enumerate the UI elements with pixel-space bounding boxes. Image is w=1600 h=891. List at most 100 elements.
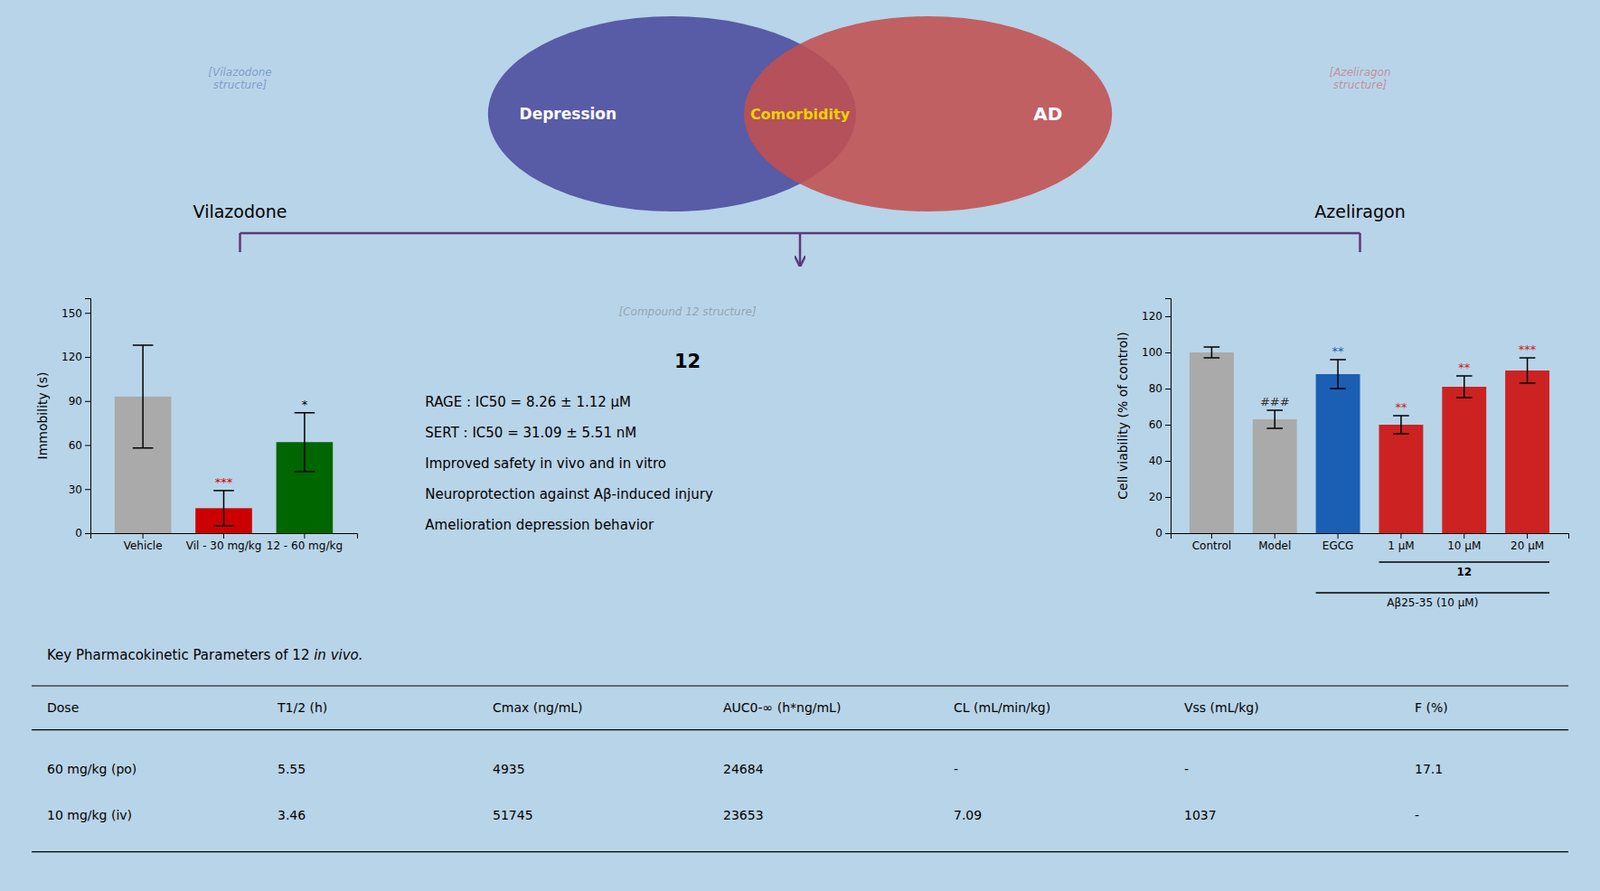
background [0, 0, 1600, 891]
venn-set [743, 16, 1112, 212]
tick: Vil - 30 mg/kg [186, 533, 263, 553]
tick-label: 60 [68, 439, 83, 452]
axis-line [91, 534, 358, 540]
tick-label: Model [1258, 539, 1291, 553]
table-title-part: in vivo. [313, 647, 363, 664]
error-cap [1329, 358, 1346, 361]
error-bar [1392, 415, 1410, 434]
error-cap [1329, 387, 1346, 390]
venn-section: DepressionADComorbidity[Vilazodonestruct… [193, 16, 1406, 266]
table-rule [31, 685, 1569, 687]
group-label: 12 [1456, 565, 1472, 579]
figure: DepressionADComorbidity[Vilazodonestruct… [0, 0, 1600, 891]
error-bar [294, 413, 316, 472]
group-bracket [1316, 592, 1550, 594]
error-cap [1519, 382, 1536, 385]
tick-label: EGCG [1322, 539, 1355, 553]
tick-label: 150 [61, 307, 83, 320]
drug-label: Vilazodone [193, 201, 288, 222]
error-bar [1519, 357, 1536, 384]
table: Key Pharmacokinetic Parameters of 12 in … [31, 647, 1569, 853]
table-header: F (%) [1414, 700, 1449, 716]
tick: EGCG [1322, 533, 1355, 553]
tick-label: 40 [1148, 454, 1163, 468]
tick-label: 1 μM [1387, 539, 1414, 553]
bracket-arrow [799, 233, 802, 266]
tick: 150 [61, 307, 91, 320]
tick: 120 [61, 350, 91, 364]
significance-label: ** [1458, 360, 1471, 375]
tick-label: 10 μM [1447, 539, 1481, 553]
tick-mark [303, 533, 305, 539]
bar-chart: 0306090120150VehicleVil - 30 mg/kg12 - 6… [35, 299, 358, 553]
tick: 0 [75, 527, 91, 540]
tick-label: 30 [68, 483, 83, 497]
tick-label: 120 [61, 350, 83, 364]
group-bracket [1378, 561, 1550, 564]
error-bar [1329, 359, 1346, 389]
tick-mark [84, 312, 91, 314]
placeholder-line: [Vilazodone [207, 65, 273, 79]
error-cap [294, 470, 316, 473]
plot-marks [114, 345, 333, 534]
bar [1441, 386, 1487, 534]
error-cap [1456, 375, 1473, 377]
tick: Control [1192, 533, 1232, 553]
tick-mark [223, 533, 225, 539]
tick-label: 0 [75, 527, 83, 540]
bracket [238, 233, 242, 253]
tick: 60 [68, 439, 91, 452]
axis-line [1171, 534, 1570, 540]
tick-label: Vehicle [123, 539, 163, 553]
error-line [223, 490, 226, 527]
compound-line: Neuroprotection against Aβ-induced injur… [424, 486, 714, 503]
compound-line: SERT : IC50 = 31.09 ± 5.51 nM [424, 424, 637, 442]
table-cell: 10 mg/kg (iv) [47, 808, 132, 823]
tick: 1 μM [1387, 533, 1414, 553]
placeholder-line: structure] [1333, 78, 1388, 92]
tick-mark [1165, 388, 1171, 390]
bar [1252, 419, 1298, 534]
table-cell: 1037 [1184, 808, 1217, 823]
tick: 100 [1141, 346, 1171, 359]
tick-mark [1337, 533, 1339, 539]
tick-label: Vil - 30 mg/kg [186, 539, 263, 553]
tick-mark [1165, 352, 1171, 354]
table-cell: 4935 [492, 762, 526, 777]
error-line [1336, 359, 1339, 389]
table-rule [31, 851, 1569, 853]
tick-mark [1463, 533, 1465, 539]
tick: 12 - 60 mg/kg [266, 533, 343, 553]
venn-label: AD [1033, 103, 1063, 125]
tick-label: 0 [1155, 527, 1163, 540]
structure-placeholder: [Compound 12 structure] [619, 305, 757, 319]
significance-label: ### [1260, 395, 1290, 409]
error-cap [1266, 427, 1283, 430]
error-bar [1204, 347, 1221, 358]
table-cell: - [1184, 762, 1189, 777]
y-axis: 0306090120150 [61, 299, 91, 541]
bar [1378, 424, 1423, 534]
page: DepressionADComorbidity[Vilazodonestruct… [0, 0, 1600, 891]
tick-mark [142, 533, 144, 539]
error-cap [132, 447, 154, 450]
tick-mark [1274, 533, 1276, 539]
tick: Vehicle [123, 533, 163, 553]
bar-chart: 020406080100120ControlModelEGCG1 μM10 μM… [1115, 299, 1570, 611]
tick-mark [1211, 533, 1213, 539]
error-line [1400, 415, 1403, 434]
table-cell: 7.09 [953, 808, 982, 823]
table-header: CL (mL/min/kg) [953, 700, 1051, 716]
error-bar [213, 490, 235, 527]
bar [1505, 370, 1550, 534]
bar [1316, 374, 1361, 534]
tick-mark [1526, 533, 1528, 539]
tick-mark [84, 489, 91, 490]
tick-label: 20 [1148, 490, 1163, 504]
significance-label: *** [1518, 342, 1537, 357]
error-cap [1204, 346, 1221, 349]
structure-placeholder: [Vilazodonestructure] [207, 65, 273, 92]
tick: 40 [1148, 454, 1171, 468]
tick-mark [1165, 424, 1171, 426]
placeholder-line: structure] [213, 78, 268, 92]
